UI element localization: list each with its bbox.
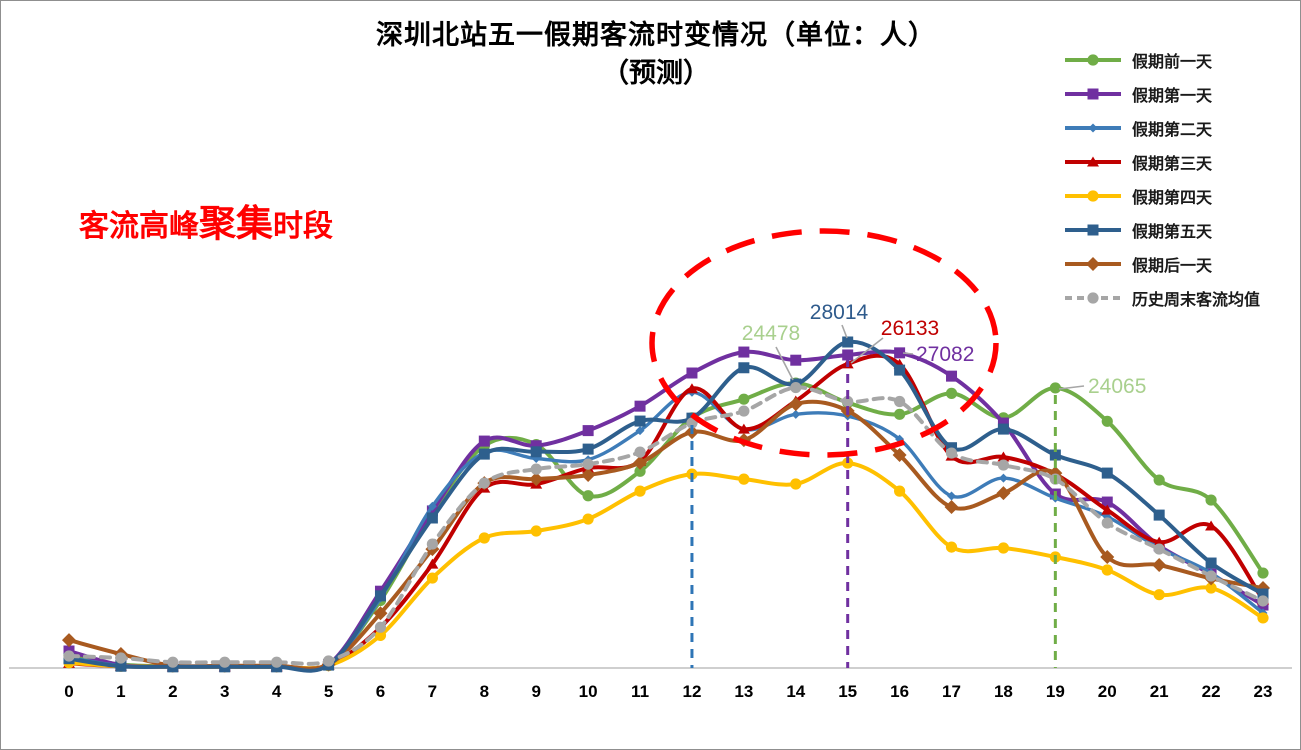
legend-label: 假期第三天 — [1132, 156, 1213, 173]
legend-swatch — [1065, 224, 1121, 236]
legend-item-假期第二天[interactable]: 假期第二天 — [1064, 111, 1260, 145]
x-tick-label-4: 4 — [272, 682, 282, 701]
legend-item-假期前一天[interactable]: 假期前一天 — [1064, 43, 1260, 77]
series-假期第四天 — [63, 457, 1269, 673]
legend-swatch — [1065, 123, 1121, 133]
x-tick-label-18: 18 — [994, 682, 1013, 701]
legend-item-假期后一天[interactable]: 假期后一天 — [1064, 247, 1260, 281]
legend-label: 假期第一天 — [1132, 88, 1213, 105]
legend-label: 假期第二天 — [1132, 122, 1213, 139]
x-tick-label-12: 12 — [682, 682, 701, 701]
x-tick-label-23: 23 — [1254, 682, 1273, 701]
x-tick-label-17: 17 — [942, 682, 961, 701]
x-tick-label-0: 0 — [64, 682, 73, 701]
legend-item-假期第四天[interactable]: 假期第四天 — [1064, 179, 1260, 213]
legend-swatch — [1065, 292, 1121, 304]
x-tick-label-19: 19 — [1046, 682, 1065, 701]
legend-label: 假期后一天 — [1132, 258, 1213, 275]
legend-item-假期第三天[interactable]: 假期第三天 — [1064, 145, 1260, 179]
x-tick-label-20: 20 — [1098, 682, 1117, 701]
chart-subtitle: （预测） — [602, 58, 710, 88]
legend-label: 假期前一天 — [1132, 54, 1213, 71]
x-tick-label-5: 5 — [324, 682, 333, 701]
peak-period-callout: 客流高峰聚集时段 — [79, 193, 333, 247]
x-tick-label-22: 22 — [1202, 682, 1221, 701]
data-label-27082: 27082 — [916, 343, 974, 366]
x-tick-label-7: 7 — [428, 682, 437, 701]
callout-text-prefix: 客流高峰 — [79, 210, 199, 243]
x-tick-label-3: 3 — [220, 682, 229, 701]
x-tick-label-15: 15 — [838, 682, 857, 701]
x-tick-label-13: 13 — [734, 682, 753, 701]
label-leader-line — [1058, 385, 1085, 390]
chart-legend: 假期前一天假期第一天假期第二天假期第三天假期第四天假期第五天假期后一天历史周末客… — [1064, 43, 1260, 315]
label-leader-line — [841, 324, 848, 339]
x-tick-label-16: 16 — [890, 682, 909, 701]
x-tick-label-14: 14 — [786, 682, 805, 701]
legend-label: 历史周末客流均值 — [1132, 292, 1261, 309]
data-label-28014: 28014 — [810, 301, 869, 324]
x-tick-label-11: 11 — [631, 682, 649, 701]
legend-swatch — [1065, 156, 1121, 167]
x-tick-label-2: 2 — [168, 682, 177, 701]
chart-title: 深圳北站五一假期客流时变情况（单位：人） — [376, 20, 936, 50]
legend-item-假期第五天[interactable]: 假期第五天 — [1064, 213, 1260, 247]
legend-swatch — [1065, 190, 1121, 202]
callout-text-suffix: 时段 — [273, 210, 333, 243]
label-leader-line — [902, 352, 914, 355]
series-line — [67, 390, 1265, 673]
legend-item-假期第一天[interactable]: 假期第一天 — [1064, 77, 1260, 111]
x-tick-label-6: 6 — [376, 682, 385, 701]
callout-text-emphasis: 聚集 — [199, 203, 273, 244]
x-tick-label-1: 1 — [116, 682, 125, 701]
peak-highlight-ellipse — [649, 228, 999, 458]
x-tick-label-21: 21 — [1150, 682, 1169, 701]
label-leader-line — [850, 337, 884, 364]
legend-label: 假期第四天 — [1132, 190, 1213, 207]
series-line — [67, 385, 1265, 666]
series-历史周末客流均值 — [63, 381, 1269, 668]
x-tick-label-9: 9 — [531, 682, 540, 701]
legend-swatch — [1065, 88, 1121, 100]
legend-item-历史周末客流均值[interactable]: 历史周末客流均值 — [1064, 281, 1260, 315]
x-tick-label-10: 10 — [579, 682, 598, 701]
data-label-24065: 24065 — [1088, 375, 1146, 398]
data-label-24478: 24478 — [742, 322, 800, 345]
data-label-26133: 26133 — [881, 317, 939, 340]
legend-swatch — [1065, 257, 1121, 271]
legend-swatch — [1065, 54, 1121, 66]
x-tick-label-8: 8 — [480, 682, 489, 701]
label-leader-line — [775, 346, 794, 381]
legend-label: 假期第五天 — [1132, 224, 1213, 241]
